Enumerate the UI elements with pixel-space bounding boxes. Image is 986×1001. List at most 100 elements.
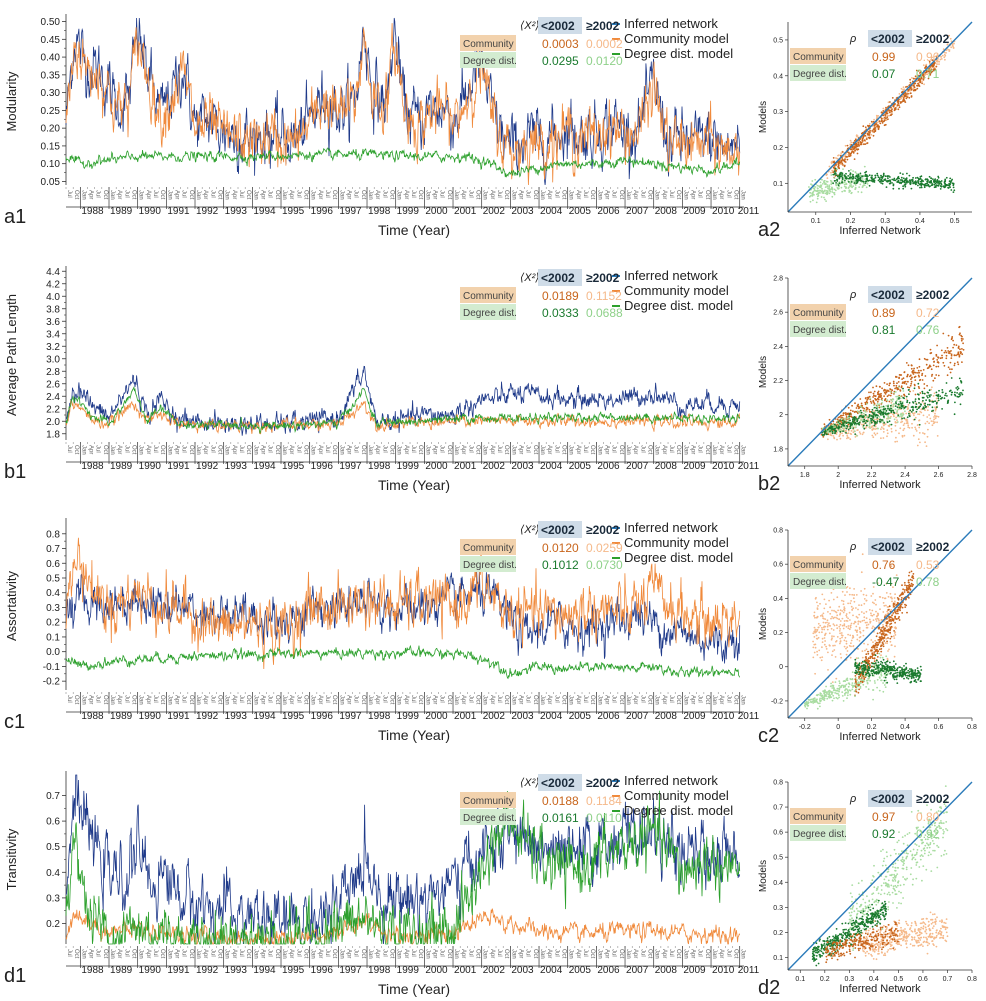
x-month-label: Apr <box>174 445 180 454</box>
scatter-point <box>931 65 933 67</box>
x-month-label: Apr <box>718 190 724 199</box>
x-month-label: Jul <box>525 190 531 198</box>
panel-label-a1: a1 <box>4 206 26 228</box>
scatter-point <box>878 395 881 398</box>
y-tick-label: 0.2 <box>773 145 783 152</box>
scatter-point <box>939 395 942 398</box>
scatter-point <box>865 624 868 626</box>
scatter-point <box>830 617 832 620</box>
scatter-point <box>928 175 931 178</box>
scatter-point <box>902 413 905 416</box>
scatter-point <box>894 108 897 111</box>
scatter-point <box>880 392 882 395</box>
scatter-point <box>935 365 938 368</box>
scatter-point <box>844 190 846 192</box>
scatter-point <box>892 403 895 405</box>
scatter-point <box>819 192 821 194</box>
scatter-point <box>899 604 902 607</box>
scatter-point <box>928 60 931 63</box>
scatter-point <box>858 628 861 630</box>
scatter-point <box>956 361 959 364</box>
x-month-label: Jan <box>109 695 115 705</box>
scatter-point <box>956 392 958 394</box>
scatter-point <box>908 88 910 91</box>
x-month-label: Jul <box>238 190 244 198</box>
scatter-point <box>831 615 833 618</box>
scatter-point <box>855 175 857 178</box>
scatter-point <box>847 406 850 409</box>
scatter-point <box>897 388 900 390</box>
scatter-point <box>957 352 960 355</box>
scatter-point <box>870 133 873 136</box>
x-month-label: Jan <box>195 190 201 200</box>
scatter-point <box>812 190 815 193</box>
scatter-point <box>896 610 898 613</box>
scatter-point <box>874 123 877 126</box>
scatter-point <box>867 652 870 655</box>
scatter-point <box>866 407 869 409</box>
scatter-point <box>882 602 885 604</box>
scatter-point <box>865 419 868 422</box>
scatter-point <box>922 407 924 410</box>
scatter-point <box>881 182 884 185</box>
scatter-point <box>884 398 887 400</box>
x-month-label: Oct <box>159 695 165 705</box>
scatter-point <box>827 438 829 441</box>
c1-table-col1: <2002 <box>541 523 575 537</box>
scatter-point <box>961 361 963 363</box>
scatter-point <box>876 656 879 658</box>
x-month-label: Jan <box>654 949 660 959</box>
x-month-label: Oct <box>675 695 681 705</box>
scatter-point <box>830 171 832 174</box>
scatter-point <box>907 92 909 95</box>
x-month-label: Jan <box>367 445 373 455</box>
scatter-point <box>845 172 847 175</box>
scatter-point <box>813 615 815 617</box>
x-month-label: Jan <box>596 695 602 705</box>
scatter-point <box>863 409 866 412</box>
scatter-point <box>824 183 826 186</box>
scatter-point <box>849 419 851 422</box>
x-month-label: Jul <box>611 695 617 703</box>
scatter-point <box>895 178 898 181</box>
scatter-point <box>855 180 858 182</box>
scatter-point <box>952 346 954 349</box>
scatter-point <box>922 406 925 409</box>
y-tick-label: 0.25 <box>41 106 61 117</box>
scatter-point <box>858 613 861 616</box>
scatter-point <box>815 190 818 192</box>
x-month-label: Jan <box>740 695 746 705</box>
a2-table-degree-bg <box>790 65 846 81</box>
scatter-point <box>871 408 874 411</box>
x-year-label: 1996 <box>311 711 334 722</box>
scatter-point <box>832 173 835 176</box>
scatter-point <box>899 413 902 416</box>
scatter-point <box>814 643 817 646</box>
scatter-point <box>939 185 942 187</box>
scatter-point <box>926 358 929 361</box>
x-year-label: 2000 <box>425 461 448 472</box>
scatter-point <box>882 626 884 628</box>
scatter-point <box>878 410 881 413</box>
x-month-label: Oct <box>733 445 739 455</box>
scatter-point <box>911 77 913 79</box>
scatter-point <box>857 191 860 193</box>
x-year-label: 1994 <box>253 206 276 217</box>
y-tick-label: 0.4 <box>773 73 783 80</box>
scatter-point <box>878 126 881 128</box>
scatter-point <box>854 402 856 405</box>
scatter-point <box>886 432 889 435</box>
scatter-point <box>887 417 889 420</box>
scatter-point <box>837 609 839 612</box>
scatter-point <box>876 432 879 435</box>
scatter-point <box>876 172 879 175</box>
scatter-point <box>849 190 852 192</box>
scatter-point <box>838 429 840 432</box>
scatter-point <box>886 640 888 643</box>
scatter-point <box>881 401 883 404</box>
scatter-point <box>932 178 934 181</box>
scatter-point <box>883 382 886 384</box>
scatter-point <box>926 182 928 185</box>
x-year-label: 1992 <box>196 711 219 722</box>
x-year-label: 1993 <box>225 711 248 722</box>
